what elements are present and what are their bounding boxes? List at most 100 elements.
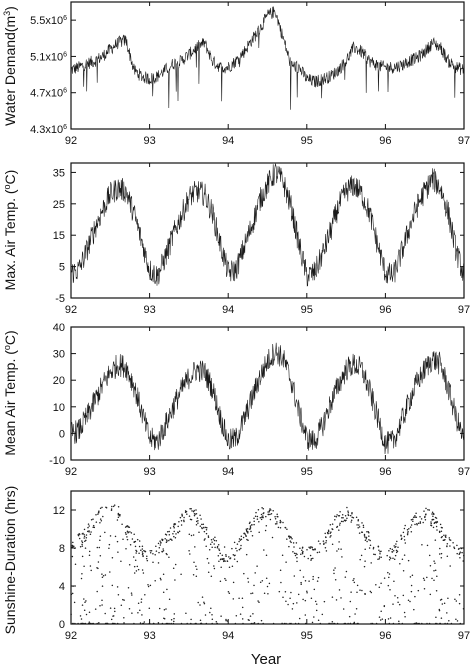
sunshine-point: [401, 558, 404, 560]
sunshine-point: [330, 531, 332, 533]
sunshine-point: [351, 516, 353, 518]
sunshine-point: [422, 577, 425, 580]
sunshine-point: [203, 530, 206, 533]
sunshine-point: [81, 543, 83, 546]
sunshine-point: [388, 576, 390, 579]
sunshine-point: [369, 590, 372, 593]
sunshine-point: [312, 557, 314, 560]
sunshine-point: [296, 557, 298, 559]
ticks-sunshine-duration: [70, 491, 465, 625]
sunshine-point: [104, 612, 106, 615]
sunshine-point: [412, 520, 414, 523]
sunshine-point: [240, 544, 242, 547]
sunshine-point: [108, 543, 111, 546]
sunshine-point: [362, 524, 365, 527]
sunshine-point: [269, 508, 271, 510]
sunshine-point: [379, 619, 382, 621]
sunshine-point: [274, 523, 277, 525]
sunshine-point: [146, 555, 148, 557]
ticks-max-air-temp: [70, 163, 465, 299]
sunshine-point: [79, 545, 82, 548]
sunshine-point: [109, 571, 111, 573]
y-tick-label-sunshine-duration-2: 8: [59, 543, 65, 555]
sunshine-point: [336, 514, 338, 516]
plot-frame-mean-air-temp: [70, 326, 465, 461]
sunshine-point: [213, 567, 216, 570]
sunshine-point: [121, 523, 123, 526]
sunshine-point: [173, 535, 175, 538]
sunshine-point: [350, 519, 353, 521]
sunshine-point: [170, 538, 172, 540]
sunshine-point: [181, 513, 183, 516]
sunshine-point: [117, 516, 120, 519]
y-tick-label-mean-air-temp-0: -10: [49, 455, 65, 467]
sunshine-point: [393, 558, 396, 561]
sunshine-point: [459, 551, 462, 553]
sunshine-point: [149, 584, 152, 587]
sunshine-point: [253, 517, 255, 520]
sunshine-point: [263, 549, 265, 551]
sunshine-point: [185, 612, 187, 615]
sunshine-point: [95, 521, 98, 523]
sunshine-point: [346, 506, 348, 509]
sunshine-point: [449, 545, 451, 547]
sunshine-point: [99, 507, 102, 510]
sunshine-point: [239, 613, 242, 615]
sunshine-point: [81, 541, 84, 544]
sunshine-point: [137, 568, 140, 571]
sunshine-point: [347, 511, 350, 514]
sunshine-point: [260, 513, 263, 516]
sunshine-point: [290, 541, 292, 544]
sunshine-point: [131, 612, 133, 614]
sunshine-point: [262, 516, 264, 519]
x-tick-label-max-air-temp-3: 95: [301, 304, 313, 316]
sunshine-point: [172, 525, 175, 528]
sunshine-point: [193, 513, 196, 515]
sunshine-point: [152, 553, 154, 555]
sunshine-point: [439, 523, 442, 526]
sunshine-point: [375, 584, 377, 586]
sunshine-point: [350, 521, 352, 523]
sunshine-point: [407, 559, 410, 562]
sunshine-point: [435, 589, 438, 592]
sunshine-point: [411, 574, 414, 576]
sunshine-point: [389, 588, 391, 591]
sunshine-point: [430, 521, 432, 523]
sunshine-point: [174, 536, 177, 539]
sunshine-point: [364, 560, 366, 562]
sunshine-point: [365, 536, 368, 539]
sunshine-point: [338, 589, 341, 591]
sunshine-point: [370, 562, 372, 564]
sunshine-point: [122, 538, 124, 540]
sunshine-point: [179, 516, 182, 519]
sunshine-point: [96, 546, 99, 549]
sunshine-point: [400, 534, 402, 536]
sunshine-point: [90, 531, 92, 533]
sunshine-point: [315, 609, 318, 612]
sunshine-point: [110, 508, 113, 510]
sunshine-point: [352, 517, 355, 519]
sunshine-point: [166, 588, 168, 591]
sunshine-point: [196, 517, 199, 519]
sunshine-point: [202, 523, 205, 525]
sunshine-point: [99, 522, 101, 524]
sunshine-point: [264, 529, 267, 532]
sunshine-point: [436, 575, 438, 578]
sunshine-point: [219, 580, 222, 582]
sunshine-point: [413, 608, 415, 611]
sunshine-point: [135, 570, 138, 572]
sunshine-point: [436, 529, 438, 531]
sunshine-point: [233, 558, 236, 560]
sunshine-point: [190, 618, 192, 621]
sunshine-point: [301, 552, 304, 555]
sunshine-point: [124, 531, 127, 534]
sunshine-point: [125, 525, 128, 528]
sunshine-point: [178, 520, 180, 523]
sunshine-point: [249, 521, 251, 524]
sunshine-point: [445, 534, 447, 536]
sunshine-point: [299, 547, 301, 549]
sunshine-point: [259, 581, 262, 583]
sunshine-point: [154, 553, 156, 556]
sunshine-point: [83, 537, 85, 539]
sunshine-point: [289, 540, 292, 542]
